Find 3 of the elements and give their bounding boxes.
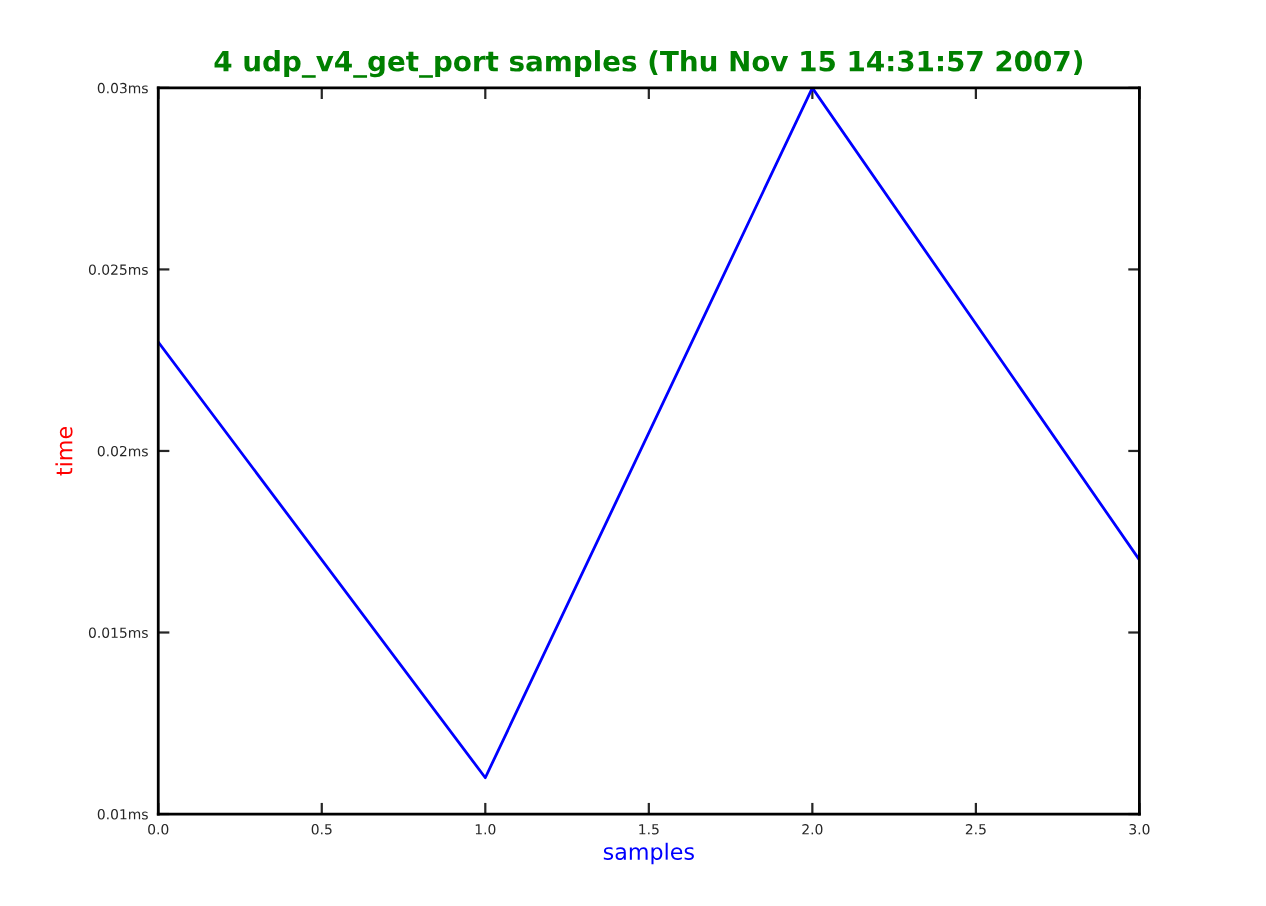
chart-title: 4 udp_v4_get_port samples (Thu Nov 15 14:31:57 2007) bbox=[214, 50, 1082, 78]
y-axis-title: time bbox=[55, 427, 73, 476]
x-axis-title: samples bbox=[603, 842, 694, 865]
